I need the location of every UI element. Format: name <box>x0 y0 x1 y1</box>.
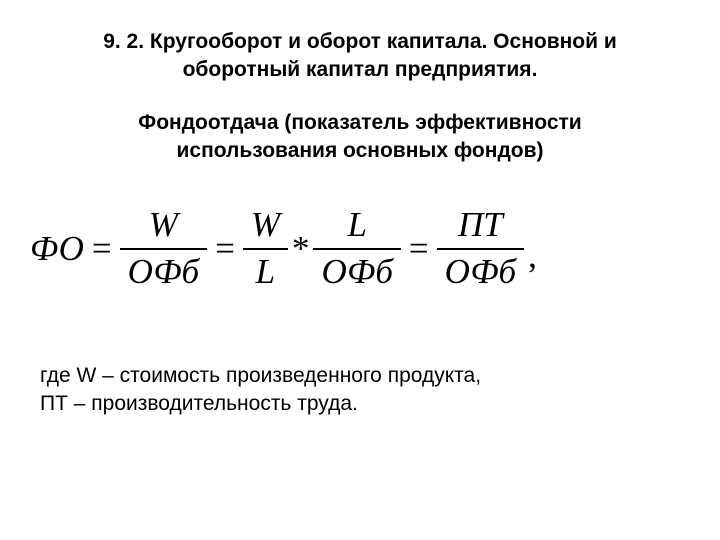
fraction-2-numerator: W <box>243 205 288 247</box>
fraction-3: L ОФб <box>313 205 400 292</box>
fraction-2-denominator: L <box>248 250 283 292</box>
fraction-1-numerator: W <box>141 205 186 247</box>
equals-sign: = <box>215 229 235 269</box>
fraction-3-numerator: L <box>339 205 374 247</box>
fraction-1: W ОФб <box>120 205 207 292</box>
section-title: 9. 2. Кругооборот и оборот капитала. Осн… <box>40 28 680 85</box>
title-line-1: 9. 2. Кругооборот и оборот капитала. Осн… <box>103 30 617 53</box>
subtitle: Фондоотдача (показатель эффективности ис… <box>40 109 680 166</box>
fraction-3-denominator: ОФб <box>313 250 400 292</box>
trailing-comma: , <box>528 236 537 276</box>
fraction-4: ПТ ОФб <box>437 205 524 292</box>
fraction-4-denominator: ОФб <box>437 250 524 292</box>
formula-lhs: ФО <box>30 229 84 269</box>
equals-sign: = <box>92 229 112 269</box>
subtitle-line-1: Фондоотдача (показатель эффективности <box>138 111 581 134</box>
subtitle-line-2: использования основных фондов) <box>176 139 543 162</box>
definitions: где W – стоимость произведенного продукт… <box>40 362 680 419</box>
fraction-1-denominator: ОФб <box>120 250 207 292</box>
formula: ФО = W ОФб = W L * L ОФб = ПТ ОФб , <box>30 205 680 292</box>
definition-line-2: ПТ – производительность труда. <box>40 392 358 415</box>
equals-sign: = <box>409 229 429 269</box>
fraction-2: W L <box>243 205 288 292</box>
title-line-2: оборотный капитал предприятия. <box>183 58 538 81</box>
fraction-4-numerator: ПТ <box>450 205 511 247</box>
definition-line-1: где W – стоимость произведенного продукт… <box>40 364 481 387</box>
multiply-sign: * <box>292 229 310 269</box>
